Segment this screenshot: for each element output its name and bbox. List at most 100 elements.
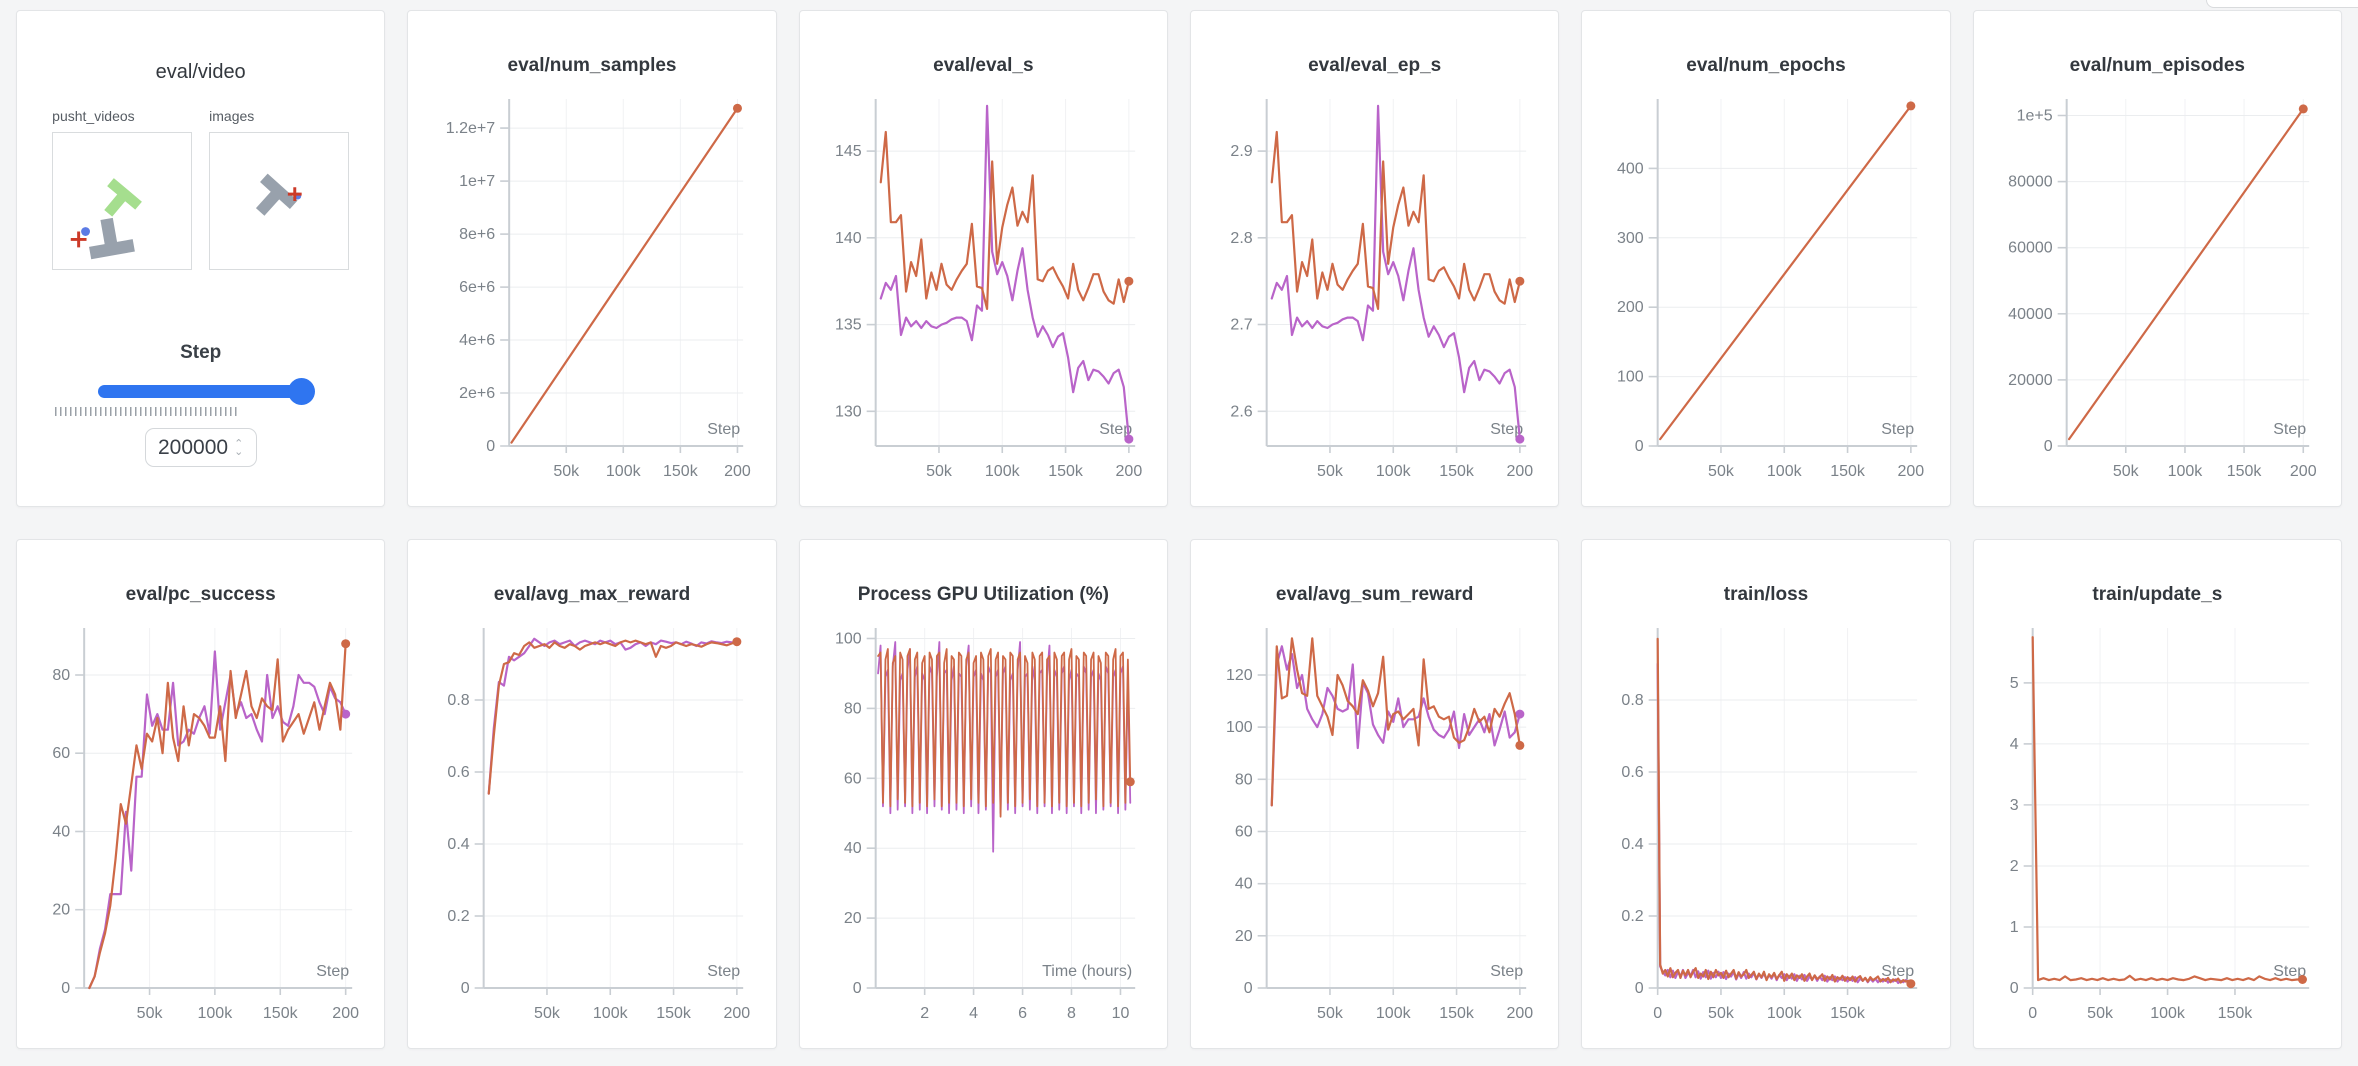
panel-eval-avg-sum-reward: eval/avg_sum_reward 50k 100k 150k 200 0 20 40 6… — [1190, 539, 1560, 1049]
svg-text:80: 80 — [1235, 771, 1253, 788]
svg-text:200: 200 — [724, 463, 751, 480]
svg-text:0: 0 — [461, 980, 470, 997]
chart-eval-num-samples[interactable]: 50k 100k 150k 200 0 2e+6 4e+6 6e+6 8e+6 1e+7 1.2e+… — [408, 89, 775, 506]
svg-text:50k: 50k — [926, 463, 953, 480]
svg-text:150k: 150k — [1831, 463, 1867, 480]
media-row: pusht_videos — [17, 108, 384, 270]
slider-thumb[interactable] — [288, 378, 316, 405]
svg-text:80000: 80000 — [2008, 174, 2053, 191]
panel-eval-avg-max-reward: eval/avg_max_reward 50k 100k 150k 200 0 0.2 0.… — [407, 539, 777, 1049]
chart-title: eval/pc_success — [125, 584, 276, 605]
svg-text:60: 60 — [1235, 824, 1253, 841]
svg-text:Step: Step — [1882, 421, 1915, 438]
svg-text:20: 20 — [844, 910, 862, 927]
svg-text:1.2e+7: 1.2e+7 — [446, 120, 495, 137]
svg-text:Step: Step — [1099, 421, 1132, 438]
chart-train-loss[interactable]: 0 50k 100k 150k 0 0.2 0.4 0.6 0.8 Step — [1582, 618, 1949, 1048]
chart-eval-avg-max-reward[interactable]: 50k 100k 150k 200 0 0.2 0.4 0.6 0.8 Step — [408, 618, 775, 1048]
svg-text:2: 2 — [2009, 858, 2018, 875]
svg-text:150k: 150k — [657, 1005, 693, 1022]
chart-title: eval/avg_sum_reward — [1275, 584, 1474, 605]
svg-text:100k: 100k — [2167, 463, 2203, 480]
svg-text:120: 120 — [1226, 667, 1253, 684]
svg-text:100: 100 — [835, 631, 862, 648]
svg-text:100k: 100k — [1767, 1005, 1803, 1022]
step-value[interactable]: 200000 — [158, 435, 229, 459]
panel-eval-num-episodes: eval/num_episodes 50k 100k 150k 200 0 20000 40… — [1972, 10, 2342, 507]
chart-eval-num-episodes[interactable]: 50k 100k 150k 200 0 20000 40000 60000 80000 1e+5 S… — [1974, 89, 2341, 506]
svg-text:200: 200 — [1507, 1005, 1534, 1022]
slider-track[interactable] — [98, 385, 304, 398]
chart-eval-num-epochs[interactable]: 50k 100k 150k 200 0 100 200 300 400 Step — [1582, 89, 1949, 506]
svg-text:0: 0 — [2043, 438, 2052, 455]
panel-eval-num-samples: eval/num_samples 50k 100k 150k 200 0 2e+6 4e+6… — [407, 10, 777, 507]
pusht-scene-image — [70, 178, 143, 260]
images-thumbnail[interactable] — [209, 132, 350, 270]
chart-eval-eval-s[interactable]: 50k 100k 150k 200 130 135 140 145 Step — [800, 89, 1167, 506]
svg-text:2: 2 — [920, 1005, 929, 1022]
panel-eval-eval-s: eval/eval_s 50k 100k 150k 200 130 135 140 145 St… — [798, 10, 1168, 507]
panel-eval-pc-success: eval/pc_success 50k 100k 150k 200 0 20 40 60 80 S… — [16, 539, 386, 1049]
svg-text:50k: 50k — [534, 1005, 561, 1022]
chart-eval-pc-success[interactable]: 50k 100k 150k 200 0 20 40 60 80 Step — [17, 618, 384, 1048]
chart-title: train/loss — [1723, 584, 1809, 605]
chart-train-update-s[interactable]: 0 50k 100k 150k 0 1 2 3 4 5 Step — [1974, 618, 2341, 1048]
stepper[interactable]: ⌃ ⌄ — [234, 437, 244, 458]
svg-text:100k: 100k — [606, 463, 642, 480]
svg-text:0.8: 0.8 — [1622, 692, 1644, 709]
svg-text:50k: 50k — [1708, 1005, 1735, 1022]
svg-text:1e+7: 1e+7 — [459, 173, 495, 190]
step-slider[interactable] — [98, 378, 316, 405]
svg-text:150k: 150k — [1439, 463, 1475, 480]
svg-text:4: 4 — [969, 1005, 978, 1022]
svg-text:100k: 100k — [198, 1005, 234, 1022]
chart-eval-avg-sum-reward[interactable]: 50k 100k 150k 200 0 20 40 60 80 100 120 Step — [1191, 618, 1558, 1048]
svg-text:100k: 100k — [593, 1005, 629, 1022]
svg-text:0.2: 0.2 — [448, 908, 470, 925]
svg-text:50k: 50k — [2113, 463, 2140, 480]
svg-text:140: 140 — [835, 230, 862, 247]
svg-text:150k: 150k — [263, 1005, 299, 1022]
media-label: images — [209, 108, 255, 124]
svg-text:60: 60 — [52, 745, 70, 762]
svg-text:1: 1 — [2009, 919, 2018, 936]
chart-title: train/update_s — [2092, 584, 2223, 605]
panel-eval-video: eval/video pusht_videos — [16, 10, 386, 507]
svg-text:0.8: 0.8 — [448, 692, 470, 709]
stepper-down-icon[interactable]: ⌄ — [234, 445, 244, 458]
svg-text:0.6: 0.6 — [1622, 764, 1644, 781]
svg-text:2.7: 2.7 — [1230, 317, 1252, 334]
svg-text:150k: 150k — [2226, 463, 2262, 480]
svg-text:0: 0 — [2028, 1005, 2037, 1022]
step-number-input[interactable]: 200000 ⌃ ⌄ — [144, 428, 257, 467]
svg-text:2.6: 2.6 — [1230, 403, 1252, 420]
chart-eval-eval-ep-s[interactable]: 50k 100k 150k 200 2.6 2.7 2.8 2.9 Step — [1191, 89, 1558, 506]
svg-text:8e+6: 8e+6 — [459, 226, 495, 243]
chart-title: eval/num_epochs — [1686, 55, 1846, 76]
svg-text:200: 200 — [1617, 299, 1644, 316]
chart-title: eval/num_episodes — [2069, 55, 2245, 76]
svg-text:0.2: 0.2 — [1622, 908, 1644, 925]
svg-text:40: 40 — [52, 824, 70, 841]
chart-title: eval/avg_max_reward — [493, 584, 691, 605]
clipped-panel-artifact — [2206, 0, 2358, 8]
svg-text:100: 100 — [1617, 369, 1644, 386]
pusht-scene-image — [256, 173, 302, 216]
panel-eval-eval-ep-s: eval/eval_ep_s 50k 100k 150k 200 2.6 2.7 2.8 2.… — [1190, 10, 1560, 507]
svg-text:1e+5: 1e+5 — [2016, 108, 2052, 125]
pusht-video-thumbnail[interactable] — [52, 132, 193, 270]
svg-text:100: 100 — [1226, 719, 1253, 736]
svg-text:145: 145 — [835, 143, 862, 160]
svg-text:3: 3 — [2009, 797, 2018, 814]
svg-text:0.6: 0.6 — [448, 764, 470, 781]
stepper-up-icon[interactable]: ⌃ — [234, 437, 244, 450]
chart-title: Process GPU Utilization (%) — [857, 584, 1109, 605]
svg-text:100k: 100k — [1767, 463, 1803, 480]
panel-row-1: eval/video pusht_videos — [16, 10, 2342, 507]
svg-text:2e+6: 2e+6 — [459, 385, 495, 402]
svg-text:5: 5 — [2009, 675, 2018, 692]
svg-text:0: 0 — [852, 980, 861, 997]
svg-text:200: 200 — [724, 1005, 751, 1022]
svg-text:Step: Step — [2273, 421, 2306, 438]
